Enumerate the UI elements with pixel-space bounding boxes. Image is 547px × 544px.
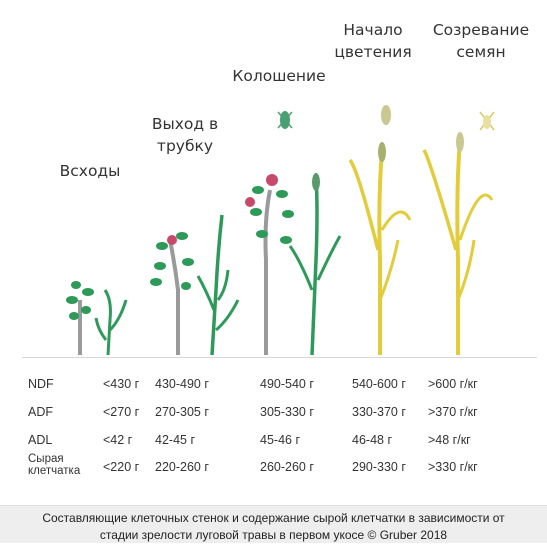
stage-title-seed-ripening: Созревание семян [432,21,530,61]
cell-crude-fiber-stage4: 290-330 г [352,460,406,474]
caption-line-2: стадии зрелости луговой травы в первом у… [99,528,448,542]
cell-adl-stage4: 46-48 г [352,433,393,447]
cell-adf-stage4: 330-370 г [352,405,406,419]
figure-caption: Составляющие клеточных стенок и содержан… [0,505,547,543]
plant-stage-5 [422,111,495,355]
stage-title-heading: Колошение [232,67,326,85]
cell-adl-stage3: 45-46 г [260,433,301,447]
cell-adl-stage1: <42 г [103,433,133,447]
cell-ndf-stage4: 540-600 г [352,377,406,391]
stage-title-stem-elongation: Выход в трубку [151,115,219,155]
cell-crude-fiber-stage3: 260-260 г [260,460,314,474]
plant-stage-3 [245,111,342,356]
cell-adf-stage3: 305-330 г [260,405,314,419]
ground-line [22,357,537,358]
plant-stage-4 [348,105,412,355]
cell-adf-stage5: >370 г/кг [428,405,478,419]
cell-adf-stage2: 270-305 г [155,405,209,419]
stage-title-emergence: Всходы [59,162,121,180]
cell-crude-fiber-stage5: >330 г/кг [428,460,478,474]
cell-ndf-stage1: <430 г [103,377,140,391]
cell-adf-stage1: <270 г [103,405,140,419]
plant-illustrations [66,105,495,356]
row-label-crude-fiber: Сырая клетчатка [28,453,81,477]
cell-crude-fiber-stage1: <220 г [103,460,140,474]
cell-ndf-stage5: >600 г/кг [428,377,478,391]
row-label-adl: ADL [28,433,53,447]
cell-adl-stage2: 42-45 г [155,433,196,447]
stage-title-flowering-start: Начало цветения [334,21,412,61]
cell-ndf-stage3: 490-540 г [260,377,314,391]
plant-stage-1 [66,281,128,356]
cell-ndf-stage2: 430-490 г [155,377,209,391]
row-label-ndf: NDF [28,377,54,391]
cell-crude-fiber-stage2: 220-260 г [155,460,209,474]
cell-adl-stage5: >48 г/кг [428,433,471,447]
caption-line-1: Составляющие клеточных стенок и содержан… [42,511,505,525]
plant-stage-2 [150,214,240,356]
row-label-adf: ADF [28,405,53,419]
